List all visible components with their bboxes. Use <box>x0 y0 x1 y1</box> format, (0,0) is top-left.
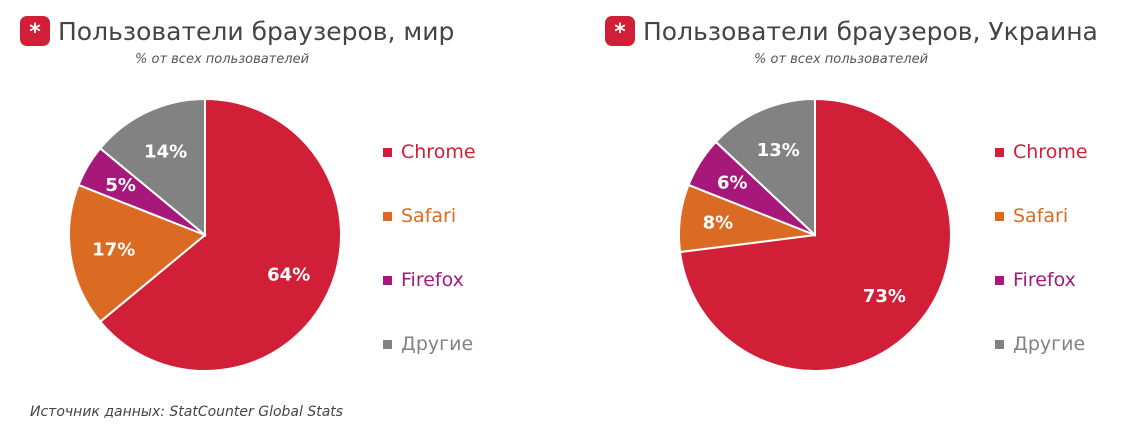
legend-item-firefox: Firefox <box>995 248 1088 312</box>
pie-slice-другие <box>714 97 816 238</box>
legend-label: Другие <box>401 333 474 355</box>
pie-chart-world: 64% 17% 5% 14% <box>68 97 342 372</box>
chart-title: Пользователи браузеров, Украина <box>643 16 1098 46</box>
legend-swatch <box>383 275 392 285</box>
asterisk-icon: * <box>20 16 50 46</box>
legend-item-safari: Safari <box>995 184 1088 248</box>
legend-ukraine: Chrome Safari Firefox Другие <box>995 120 1088 376</box>
pie-data-label: 6% <box>717 173 748 194</box>
chart-subtitle: % от всех пользователей <box>135 52 310 67</box>
legend-label: Другие <box>1013 333 1086 355</box>
chart-subtitle: % от всех пользователей <box>754 52 929 67</box>
pie-data-label: 73% <box>863 286 906 307</box>
pie-data-label: 14% <box>144 141 187 162</box>
legend-item-other: Другие <box>995 312 1088 376</box>
legend-label: Firefox <box>1013 269 1076 291</box>
chart-panel-world: * Пользователи браузеров, мир % от всех … <box>0 0 560 400</box>
legend-swatch <box>383 211 392 221</box>
chart-panel-ukraine: * Пользователи браузеров, Украина % от в… <box>600 0 1143 400</box>
legend-world: Chrome Safari Firefox Другие <box>383 120 476 376</box>
chart-title: Пользователи браузеров, мир <box>58 16 455 46</box>
legend-label: Chrome <box>1013 141 1088 163</box>
legend-item-other: Другие <box>383 312 476 376</box>
pie-slice-chrome <box>98 97 342 372</box>
pie-data-label: 5% <box>105 175 136 196</box>
pie-data-label: 17% <box>92 240 135 261</box>
chart-title-row: * Пользователи браузеров, Украина <box>605 16 1098 46</box>
chart-title-row: * Пользователи браузеров, мир <box>20 16 454 46</box>
legend-swatch <box>995 211 1004 221</box>
legend-label: Safari <box>401 205 457 227</box>
legend-item-chrome: Chrome <box>383 120 476 184</box>
legend-swatch <box>995 147 1004 157</box>
legend-label: Safari <box>1013 205 1069 227</box>
legend-item-chrome: Chrome <box>995 120 1088 184</box>
pie-data-label: 64% <box>267 264 310 285</box>
source-note: Источник данных: StatCounter Global Stat… <box>30 404 344 420</box>
legend-item-firefox: Firefox <box>383 248 476 312</box>
legend-swatch <box>995 275 1004 285</box>
legend-label: Chrome <box>401 141 476 163</box>
pie-chart-ukraine: 73% 8% 6% 13% <box>677 97 952 372</box>
legend-swatch <box>383 147 392 157</box>
legend-item-safari: Safari <box>383 184 476 248</box>
legend-label: Firefox <box>401 269 464 291</box>
asterisk-icon: * <box>605 16 635 46</box>
pie-data-label: 13% <box>757 140 800 161</box>
pie-slice-другие <box>98 97 206 238</box>
pie-slice-safari <box>68 183 207 324</box>
legend-swatch <box>995 339 1004 349</box>
legend-swatch <box>383 339 392 349</box>
pie-data-label: 8% <box>703 213 734 234</box>
